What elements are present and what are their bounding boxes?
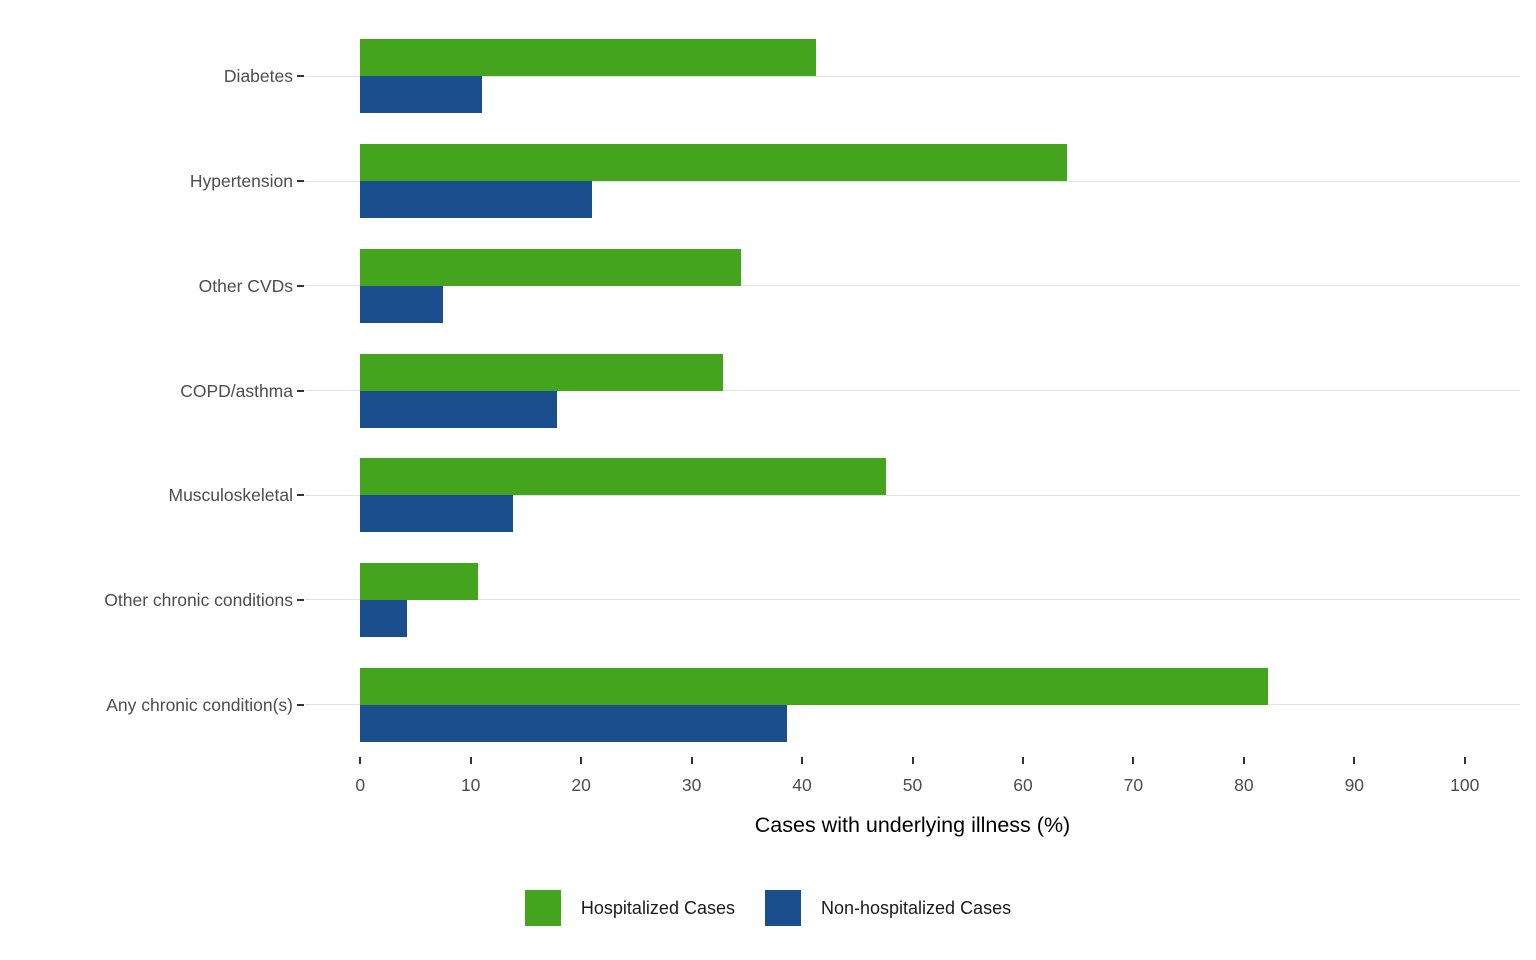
gridline bbox=[305, 390, 1520, 391]
gridline bbox=[305, 285, 1520, 287]
y-axis-label-musculoskeletal: Musculoskeletal bbox=[168, 485, 294, 506]
x-axis-tick bbox=[359, 757, 362, 764]
bar-hospitalized-cases-other-chronic-conditions bbox=[360, 562, 479, 600]
x-axis-tick bbox=[1242, 757, 1245, 764]
x-axis-tick-label-60: 60 bbox=[1013, 775, 1033, 795]
y-axis-tick bbox=[297, 703, 304, 706]
x-axis-tick-label-40: 40 bbox=[792, 775, 812, 795]
y-axis-label-copd-asthma: COPD/asthma bbox=[180, 380, 293, 401]
bar-non-hospitalized-cases-other-chronic-conditions bbox=[360, 599, 407, 637]
x-axis-tick bbox=[469, 757, 472, 764]
gridline bbox=[305, 599, 1520, 601]
gridline bbox=[305, 494, 1520, 496]
y-axis-tick bbox=[297, 180, 304, 183]
y-axis-tick bbox=[297, 389, 304, 392]
legend-swatch-non-hospitalized-cases bbox=[764, 890, 801, 926]
x-axis-tick-label-20: 20 bbox=[571, 775, 591, 795]
bar-non-hospitalized-cases-diabetes bbox=[360, 76, 482, 114]
x-axis-tick bbox=[1353, 757, 1356, 764]
y-axis-tick bbox=[297, 284, 304, 287]
y-axis-label-diabetes: Diabetes bbox=[223, 66, 293, 87]
x-axis-tick bbox=[690, 757, 693, 764]
legend-swatch-hospitalized-cases bbox=[524, 890, 561, 926]
gridline bbox=[305, 704, 1520, 706]
gridline bbox=[305, 180, 1520, 182]
y-axis-tick bbox=[297, 75, 304, 78]
y-axis-label-other-chronic-conditions: Other chronic conditions bbox=[104, 589, 293, 610]
bar-hospitalized-cases-hypertension bbox=[360, 144, 1068, 182]
bar-hospitalized-cases-copd-asthma bbox=[360, 353, 723, 391]
y-axis-label-hypertension: Hypertension bbox=[189, 171, 293, 192]
x-axis-tick bbox=[801, 757, 804, 764]
x-axis-tick bbox=[911, 757, 914, 764]
x-axis-title: Cases with underlying illness (%) bbox=[754, 813, 1071, 837]
x-axis-tick-label-0: 0 bbox=[355, 775, 366, 795]
bar-non-hospitalized-cases-hypertension bbox=[360, 181, 593, 219]
legend-item-non-hospitalized-cases: Non-hospitalized Cases bbox=[764, 890, 1012, 926]
gridline bbox=[305, 75, 1520, 77]
y-axis-tick bbox=[297, 598, 304, 601]
legend-item-hospitalized-cases: Hospitalized Cases bbox=[524, 890, 735, 926]
x-axis-tick-label-50: 50 bbox=[902, 775, 923, 795]
legend: Hospitalized Cases Non-hospitalized Case… bbox=[0, 890, 1536, 926]
x-axis-tick bbox=[580, 757, 583, 764]
y-axis-label-any-chronic-condition-s: Any chronic condition(s) bbox=[106, 694, 293, 715]
x-axis-tick-label-10: 10 bbox=[460, 775, 481, 795]
x-axis-tick bbox=[1021, 757, 1024, 764]
x-axis-tick-label-100: 100 bbox=[1450, 775, 1480, 795]
legend-label-hospitalized-cases: Hospitalized Cases bbox=[580, 897, 735, 918]
x-axis-tick bbox=[1463, 757, 1466, 764]
legend-label-non-hospitalized-cases: Non-hospitalized Cases bbox=[820, 897, 1012, 918]
y-axis-label-other-cvds: Other CVDs bbox=[198, 275, 293, 296]
x-axis-tick-label-90: 90 bbox=[1344, 775, 1365, 795]
bar-hospitalized-cases-any-chronic-condition-s bbox=[360, 667, 1269, 705]
bar-non-hospitalized-cases-other-cvds bbox=[360, 285, 444, 323]
bar-non-hospitalized-cases-copd-asthma bbox=[360, 390, 557, 428]
x-axis-tick-label-70: 70 bbox=[1123, 775, 1144, 795]
x-axis-tick-label-30: 30 bbox=[681, 775, 702, 795]
x-axis-tick bbox=[1132, 757, 1135, 764]
x-axis-tick-label-80: 80 bbox=[1234, 775, 1254, 795]
bar-hospitalized-cases-diabetes bbox=[360, 39, 817, 77]
bar-hospitalized-cases-other-cvds bbox=[360, 248, 742, 286]
plot-panel bbox=[305, 24, 1520, 757]
bar-hospitalized-cases-musculoskeletal bbox=[360, 458, 886, 496]
bar-non-hospitalized-cases-any-chronic-condition-s bbox=[360, 704, 787, 742]
y-axis-tick bbox=[297, 494, 304, 497]
bar-non-hospitalized-cases-musculoskeletal bbox=[360, 495, 513, 533]
